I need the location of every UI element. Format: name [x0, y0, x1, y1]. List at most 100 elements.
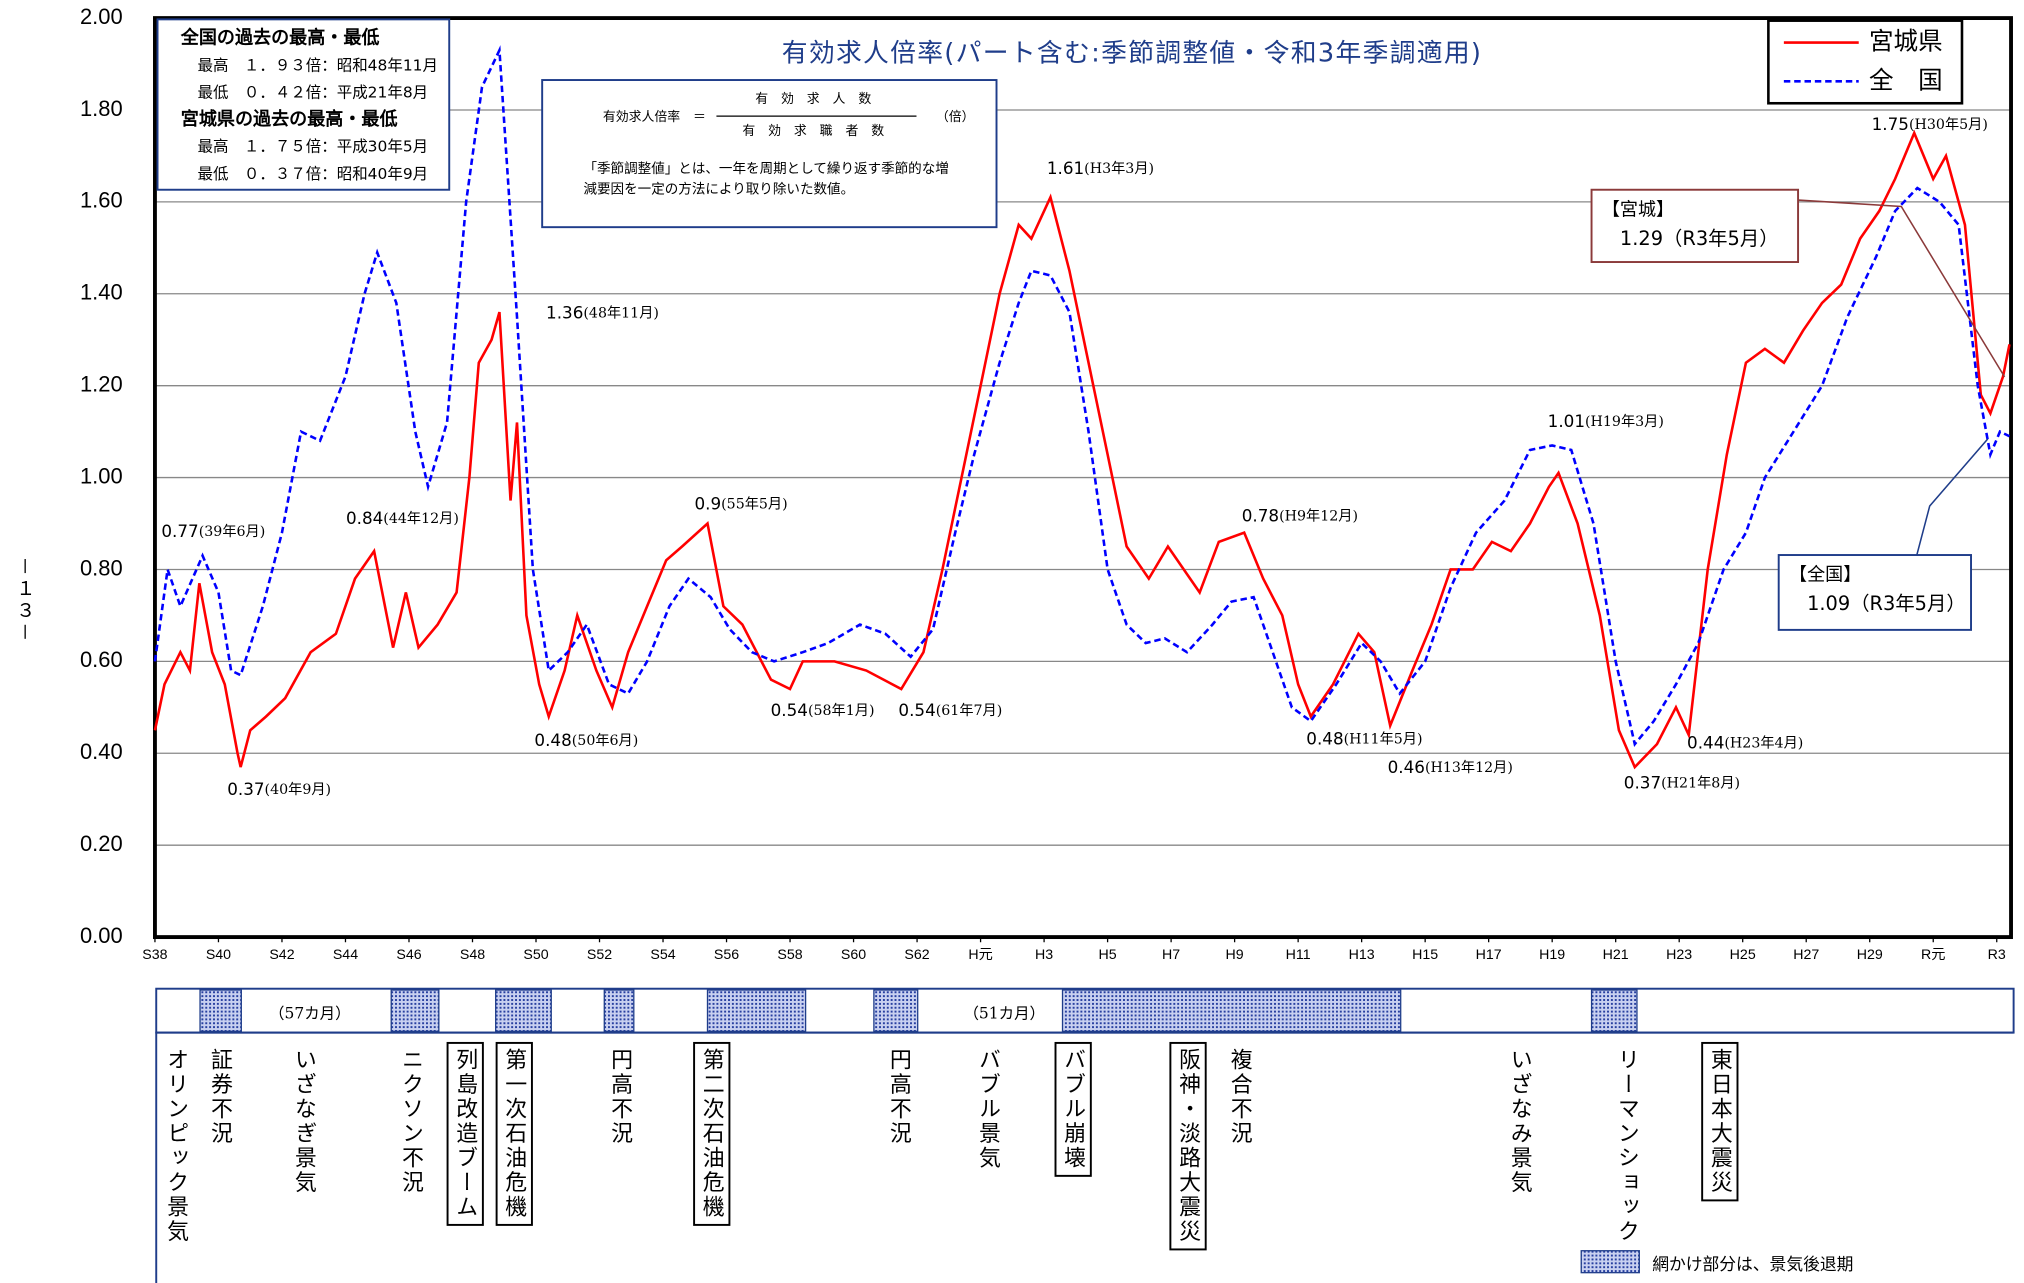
x-tick-label: H3 — [1035, 947, 1053, 963]
data-label-date: (50年6月) — [572, 733, 639, 749]
y-tick-label: 1.20 — [80, 371, 123, 396]
y-tick-label: 0.80 — [80, 555, 123, 580]
data-label: 0.48(H11年5月) — [1306, 729, 1422, 749]
series-line — [153, 129, 2011, 770]
formula-lhs: 有効求人倍率 ＝ — [603, 109, 706, 125]
event-label: 複合不況 — [1227, 1048, 1252, 1146]
data-label-value: 0.84 — [346, 508, 383, 528]
recession-shade — [390, 989, 440, 1032]
x-tick-label: H23 — [1666, 947, 1692, 963]
data-label: 0.54(58年1月) — [771, 700, 875, 720]
chart-title: 有効求人倍率(パート含む:季節調整値・令和3年季調適用) — [782, 39, 1483, 69]
records-line: 全国の過去の最高・最低 — [180, 27, 380, 49]
event-label: 第二次石油危機 — [699, 1048, 724, 1220]
x-tick-label: H29 — [1857, 947, 1883, 963]
x-tick-label: H元 — [968, 947, 992, 963]
y-tick-label: 1.80 — [80, 96, 123, 121]
data-label-date: (55年5月) — [721, 497, 788, 513]
event-label: バブル景気 — [975, 1048, 1000, 1171]
data-label-date: (39年6月) — [199, 524, 266, 540]
data-label: 0.9(55年5月) — [694, 494, 787, 514]
x-tick-label: H5 — [1099, 947, 1117, 963]
event-label: いざなぎ景気 — [291, 1048, 316, 1195]
band-note: （51カ月） — [963, 1005, 1045, 1023]
records-line: 最高 １．７５倍：平成30年5月 — [198, 138, 429, 156]
data-label: 0.46(H13年12月) — [1388, 757, 1513, 777]
x-tick-label: S58 — [777, 947, 802, 963]
y-tick-label: 0.60 — [80, 647, 123, 672]
data-label-date: (58年1月) — [808, 703, 875, 719]
data-label-date: (H30年5月) — [1909, 117, 1988, 133]
data-label-date: (40年9月) — [265, 782, 332, 798]
data-label-date: (61年7月) — [936, 703, 1003, 719]
event-box — [1169, 1041, 1207, 1251]
callout-text: 1.29（R3年5月） — [1620, 226, 1779, 249]
formula-unit: （倍） — [936, 110, 975, 125]
data-label: 1.61(H3年3月) — [1047, 158, 1154, 178]
formula-box — [541, 79, 998, 229]
recession-shade — [706, 989, 807, 1032]
y-tick-label: 1.00 — [80, 463, 123, 488]
callout-title: 【全国】 — [1789, 565, 1861, 586]
x-tick-label: R3 — [1988, 947, 2006, 963]
data-label: 1.01(H19年3月) — [1548, 411, 1664, 431]
legend-label: 宮城県 — [1869, 27, 1943, 56]
x-tick-label: S62 — [904, 947, 929, 963]
y-tick-label: 0.40 — [80, 739, 123, 764]
recession-shade — [199, 989, 242, 1032]
x-tick-label: S52 — [587, 947, 612, 963]
page-number: －１３－ — [13, 556, 36, 644]
recession-shade — [495, 989, 552, 1032]
data-label-value: 0.78 — [1242, 505, 1279, 525]
formula-numerator: 有 効 求 人 数 — [755, 92, 871, 107]
data-label-value: 0.54 — [898, 700, 935, 720]
x-tick-label: S48 — [460, 947, 485, 963]
data-label-value: 0.9 — [694, 494, 721, 514]
recession-shade — [1590, 989, 1638, 1032]
data-label-value: 0.46 — [1388, 757, 1425, 777]
data-label-value: 0.44 — [1687, 732, 1724, 752]
recession-shade — [603, 989, 635, 1032]
y-tick-label: 1.40 — [80, 280, 123, 305]
records-line: 最低 ０．４２倍：平成21年8月 — [198, 83, 429, 101]
event-label: いざなみ景気 — [1507, 1048, 1532, 1195]
data-label: 1.36(48年11月) — [546, 303, 659, 323]
x-tick-label: R元 — [1921, 947, 1945, 963]
x-tick-label: S46 — [396, 947, 421, 963]
data-label-date: (H23年4月) — [1724, 735, 1803, 751]
event-label: リーマンショック — [1614, 1048, 1639, 1244]
x-tick-label: H25 — [1730, 947, 1756, 963]
x-tick-label: H7 — [1162, 947, 1180, 963]
x-tick-label: S44 — [333, 947, 358, 963]
x-tick-label: S40 — [206, 947, 231, 963]
formula-denominator: 有 効 求 職 者 数 — [742, 124, 884, 139]
records-line: 宮城県の過去の最高・最低 — [181, 108, 398, 130]
x-tick-label: S60 — [841, 947, 866, 963]
data-label: 0.44(H23年4月) — [1687, 732, 1803, 752]
data-label-value: 0.48 — [1306, 729, 1343, 749]
formula-note: 減要因を一定の方法により取り除いた数値。 — [583, 181, 854, 198]
data-label: 0.54(61年7月) — [898, 700, 1002, 720]
x-tick-label: H15 — [1412, 947, 1438, 963]
data-label-value: 1.01 — [1548, 411, 1585, 431]
event-label: バブル崩壊 — [1061, 1048, 1086, 1171]
data-label-value: 0.77 — [161, 521, 198, 541]
data-label-value: 0.54 — [771, 700, 808, 720]
data-label-value: 0.37 — [227, 779, 264, 799]
data-label-date: (H13年12月) — [1425, 760, 1513, 776]
data-label: 0.78(H9年12月) — [1242, 505, 1358, 525]
records-line: 最低 ０．３７倍：昭和40年9月 — [198, 165, 429, 183]
event-box — [495, 1041, 533, 1226]
records-line: 最高 １．９３倍：昭和48年11月 — [198, 56, 438, 74]
legend-box — [1767, 19, 1964, 105]
callout-leader — [1798, 199, 2006, 378]
data-label-value: 1.61 — [1047, 158, 1084, 178]
series-line — [153, 45, 2011, 747]
callout-leader — [1916, 438, 1989, 556]
data-label-value: 0.48 — [534, 730, 571, 750]
callout-text: 1.09（R3年5月） — [1807, 592, 1966, 615]
x-tick-label: H13 — [1349, 947, 1375, 963]
data-label-date: (H19年3月) — [1585, 414, 1664, 430]
x-tick-label: S50 — [523, 947, 548, 963]
